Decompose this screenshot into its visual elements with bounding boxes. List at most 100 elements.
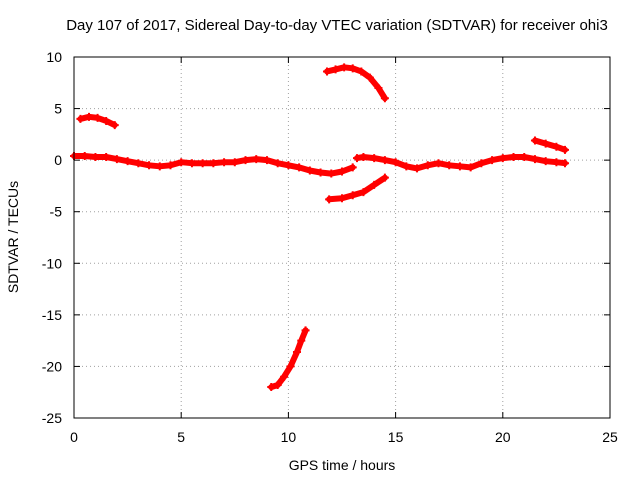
data-point xyxy=(359,188,368,197)
data-point xyxy=(220,158,229,167)
data-point xyxy=(91,153,100,162)
data-point xyxy=(338,194,346,203)
data-point xyxy=(177,158,186,167)
data-point xyxy=(297,336,306,345)
data-point xyxy=(498,154,507,163)
data-point xyxy=(325,195,334,204)
data-point xyxy=(292,347,301,356)
y-tick-label: -10 xyxy=(42,255,62,271)
x-tick-label: 5 xyxy=(177,429,185,445)
y-tick-label: 10 xyxy=(46,49,62,65)
data-point xyxy=(477,159,486,168)
data-point xyxy=(252,155,261,164)
x-tick-label: 25 xyxy=(602,429,618,445)
y-axis-label: SDTVAR / TECUs xyxy=(5,181,21,293)
data-point xyxy=(110,121,119,130)
data-point xyxy=(301,326,310,335)
data-point xyxy=(284,161,293,170)
data-point xyxy=(541,157,550,166)
y-tick-label: -25 xyxy=(42,410,62,426)
data-point xyxy=(209,159,218,168)
data-point xyxy=(380,156,389,165)
data-point xyxy=(380,94,389,103)
y-tick-label: 5 xyxy=(54,101,62,117)
data-point xyxy=(340,63,349,72)
y-tick-label: -15 xyxy=(42,307,62,323)
data-point xyxy=(520,153,529,162)
axis-ticks: 0 5 10 15 20 25 -25 -20 -15 -10 -5 0 5 10 xyxy=(42,49,618,445)
data-point xyxy=(348,64,357,73)
x-tick-label: 10 xyxy=(281,429,297,445)
data-point xyxy=(348,191,357,200)
data-point xyxy=(187,159,196,168)
data-point xyxy=(155,162,164,171)
data-point xyxy=(230,158,239,167)
data-point xyxy=(353,154,362,163)
data-point xyxy=(262,156,271,165)
data-point xyxy=(530,155,539,164)
data-point xyxy=(331,65,340,74)
x-tick-label: 0 xyxy=(70,429,78,445)
data-point xyxy=(327,169,336,178)
y-tick-label: -20 xyxy=(42,358,62,374)
data-point xyxy=(80,152,89,161)
data-point xyxy=(488,156,497,165)
data-point xyxy=(123,157,132,166)
x-tick-label: 20 xyxy=(495,429,511,445)
data-point xyxy=(166,161,175,170)
data-point xyxy=(374,83,383,92)
series-segment-pos-late xyxy=(532,137,568,153)
data-point xyxy=(322,67,331,76)
x-axis-label: GPS time / hours xyxy=(289,457,396,473)
data-point xyxy=(93,113,102,122)
data-point xyxy=(560,145,569,154)
data-point xyxy=(413,164,422,173)
data-point xyxy=(102,116,111,125)
data-point xyxy=(316,168,325,177)
data-point xyxy=(241,156,250,165)
data-point xyxy=(365,73,374,82)
data-point xyxy=(198,159,207,168)
x-tick-label: 15 xyxy=(388,429,404,445)
data-point xyxy=(280,372,289,381)
grid-lines xyxy=(74,57,610,418)
data-point xyxy=(391,158,400,167)
data-point xyxy=(112,155,121,164)
data-point xyxy=(145,161,154,170)
data-point xyxy=(552,142,561,151)
data-point xyxy=(541,139,550,148)
data-point xyxy=(359,153,368,162)
data-point xyxy=(530,136,539,145)
data-point xyxy=(370,154,379,163)
data-point xyxy=(273,159,282,168)
data-point xyxy=(76,114,85,123)
chart-title: Day 107 of 2017, Sidereal Day-to-day VTE… xyxy=(66,17,608,34)
data-point xyxy=(509,153,518,162)
data-point xyxy=(434,159,443,168)
data-point xyxy=(338,167,346,176)
data-point xyxy=(273,380,282,389)
data-point xyxy=(445,161,454,170)
data-point xyxy=(370,180,379,189)
data-point xyxy=(466,163,475,172)
data-point xyxy=(552,158,561,167)
data-point xyxy=(295,163,304,172)
data-point xyxy=(286,362,295,371)
data-point xyxy=(102,153,111,162)
data-point xyxy=(305,166,314,175)
data-point xyxy=(380,173,389,182)
data-point xyxy=(267,383,276,392)
data-point xyxy=(348,163,357,172)
data-point xyxy=(402,162,411,171)
data-point xyxy=(423,161,432,170)
series-segment-neg xyxy=(326,174,388,203)
data-point xyxy=(455,162,464,171)
data-point xyxy=(357,67,366,76)
data-point xyxy=(85,112,94,121)
data-point xyxy=(134,159,143,168)
y-tick-label: -5 xyxy=(50,204,63,220)
y-tick-label: 0 xyxy=(54,152,62,168)
data-series xyxy=(70,63,569,392)
plot-frame xyxy=(73,56,611,419)
